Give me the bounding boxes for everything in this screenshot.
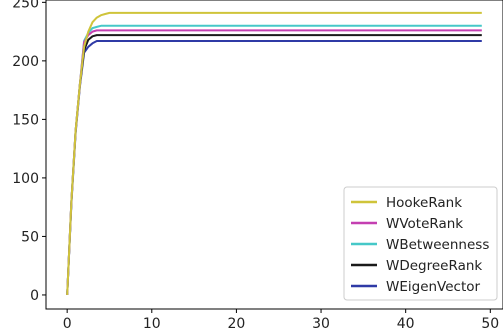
legend-label: WVoteRank: [386, 216, 463, 232]
x-tick-label: 10: [143, 316, 161, 332]
x-tick-label: 50: [481, 316, 499, 332]
x-tick-label: 30: [312, 316, 330, 332]
y-tick-label: 100: [12, 171, 39, 187]
legend-label: WBetweenness: [386, 237, 489, 253]
legend-box: [343, 186, 498, 301]
y-tick-label: 50: [21, 229, 39, 245]
series-lines: [66, 11, 482, 296]
legend-label: HookeRank: [386, 195, 462, 211]
y-tick-label: 150: [12, 112, 39, 128]
x-tick-label: 20: [228, 316, 246, 332]
legend-label: WEigenVector: [386, 279, 481, 295]
y-tick-label: 200: [12, 54, 39, 70]
x-tick-label: 0: [63, 316, 72, 332]
axis-ticks: 0 10 20 30 40 50 0 50 100 150 200 250: [12, 0, 499, 332]
y-tick-label: 250: [12, 0, 39, 11]
y-tick-label: 0: [30, 288, 39, 304]
series-line-hookerank: [66, 11, 482, 296]
x-tick-label: 40: [397, 316, 415, 332]
legend-label: WDegreeRank: [386, 258, 482, 274]
legend: HookeRank WVoteRank WBetweenness WDegreeRan…: [343, 186, 498, 301]
